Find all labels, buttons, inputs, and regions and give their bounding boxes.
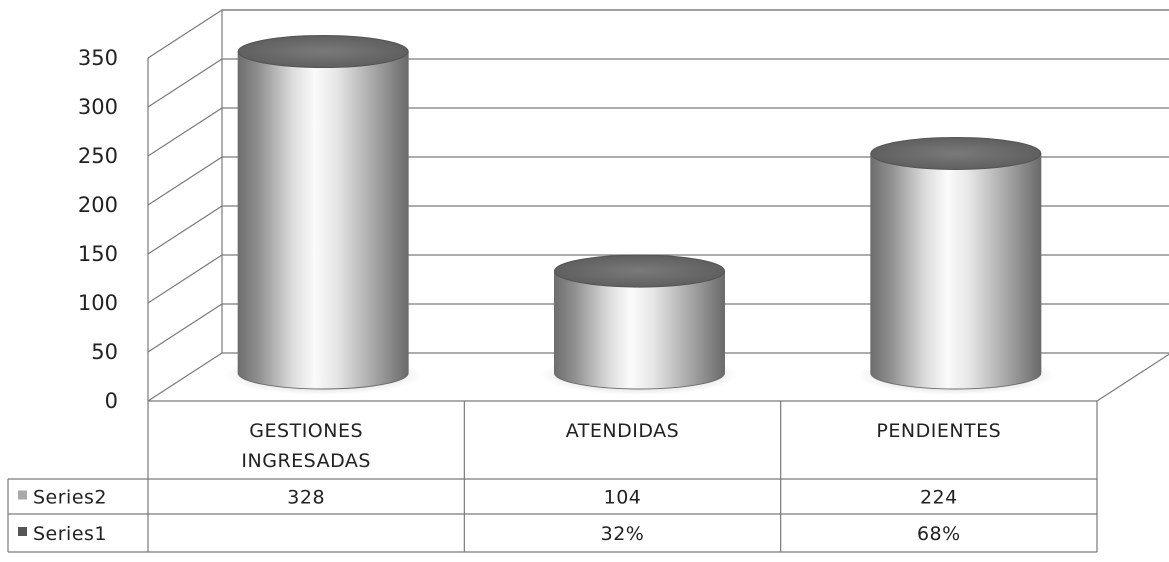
data-label: 104 (604, 487, 642, 509)
y-tick-label: 350 (78, 46, 118, 70)
gridline (147, 303, 1169, 353)
gridlines (147, 9, 1169, 402)
data-label: 68% (917, 523, 961, 545)
series-name: Series2 (33, 487, 107, 509)
y-axis: 0 50 100 150 200 250 300 350 (78, 46, 118, 413)
y-tick-label: 200 (78, 193, 118, 217)
data-label: 224 (920, 487, 958, 509)
legend-key (18, 490, 27, 500)
gridline (147, 254, 1169, 304)
y-tick-label: 250 (78, 144, 118, 168)
y-tick-label: 100 (78, 291, 118, 315)
gridline (147, 156, 1169, 206)
legend-key (18, 527, 27, 536)
bar-body (870, 152, 1042, 390)
data-label: 328 (287, 487, 325, 509)
category-label: ATENDIDAS (566, 420, 679, 442)
category-label: PENDIENTES (876, 420, 1001, 442)
gridline (147, 9, 1169, 59)
series-name: Series1 (33, 523, 107, 545)
y-tick-label: 0 (105, 389, 118, 413)
gridline (147, 58, 1169, 108)
bar-top (554, 254, 725, 288)
cylinder-bar (224, 35, 423, 395)
bar-top (237, 35, 409, 69)
gridline (147, 107, 1169, 157)
y-tick-label: 50 (91, 340, 118, 364)
y-tick-label: 150 (78, 242, 118, 266)
data-label: 32% (601, 523, 645, 545)
y-tick-label: 300 (78, 95, 118, 119)
bar-body (554, 270, 725, 390)
gridline (147, 352, 1169, 402)
data-table: GESTIONES INGRESADAS ATENDIDAS PENDIENTES Se… (7, 401, 1098, 553)
cylinder-bar (856, 136, 1055, 395)
bar-top (870, 136, 1042, 170)
floor-right-edge (1096, 353, 1169, 402)
bars (224, 35, 1055, 395)
cylinder-bar (540, 254, 739, 395)
gridline (147, 205, 1169, 255)
bar-body (237, 51, 409, 390)
category-label: GESTIONES INGRESADAS (241, 420, 371, 472)
